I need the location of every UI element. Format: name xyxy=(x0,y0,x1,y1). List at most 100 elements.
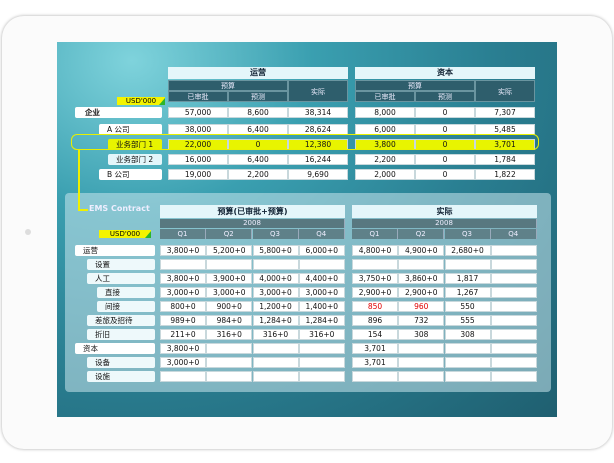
value-cell[interactable]: 4,900+0 xyxy=(398,245,445,256)
value-cell[interactable]: 1,284+0 xyxy=(298,315,345,326)
value-cell[interactable]: 316+0 xyxy=(206,329,253,340)
value-cell[interactable] xyxy=(206,371,253,382)
value-cell[interactable] xyxy=(252,371,299,382)
value-cell[interactable]: 3,000+0 xyxy=(252,287,299,298)
value-cell[interactable] xyxy=(398,259,445,270)
value-cell[interactable]: 1,267 xyxy=(444,287,491,298)
value-cell[interactable]: 4,000+0 xyxy=(252,273,299,284)
value-cell[interactable]: 308 xyxy=(398,329,445,340)
value-cell[interactable]: 308 xyxy=(444,329,491,340)
value-cell[interactable] xyxy=(490,287,537,298)
value-cell[interactable] xyxy=(206,343,253,354)
value-cell[interactable]: 4,400+0 xyxy=(298,273,345,284)
value-cell[interactable]: 550 xyxy=(444,301,491,312)
value-cell[interactable]: 1,400+0 xyxy=(298,301,345,312)
value-cell[interactable] xyxy=(398,343,445,354)
value-cell[interactable]: 9,690 xyxy=(288,169,348,180)
value-cell[interactable]: 3,750+0 xyxy=(352,273,398,284)
value-cell[interactable] xyxy=(444,371,491,382)
value-cell[interactable] xyxy=(352,259,398,270)
value-cell[interactable] xyxy=(298,343,345,354)
value-cell[interactable]: 732 xyxy=(398,315,445,326)
value-cell[interactable] xyxy=(444,259,491,270)
value-cell[interactable]: 4,800+0 xyxy=(352,245,398,256)
value-cell[interactable]: 3,000+0 xyxy=(298,287,345,298)
value-cell[interactable] xyxy=(398,357,445,368)
value-cell[interactable]: 3,800+0 xyxy=(160,273,206,284)
value-cell[interactable] xyxy=(298,357,345,368)
value-cell[interactable]: 8,000 xyxy=(355,107,415,118)
row-label[interactable]: A 公司 xyxy=(99,124,162,135)
value-cell[interactable] xyxy=(490,245,537,256)
value-cell[interactable]: 5,800+0 xyxy=(252,245,299,256)
value-cell[interactable]: 16,000 xyxy=(168,154,228,165)
value-cell[interactable]: 1,822 xyxy=(475,169,535,180)
value-cell[interactable]: 7,307 xyxy=(475,107,535,118)
value-cell[interactable]: 900+0 xyxy=(206,301,253,312)
value-cell[interactable]: 5,200+0 xyxy=(206,245,253,256)
value-cell[interactable] xyxy=(160,371,206,382)
value-cell[interactable]: 19,000 xyxy=(168,169,228,180)
value-cell[interactable]: 989+0 xyxy=(160,315,206,326)
value-cell[interactable]: 6,400 xyxy=(228,154,288,165)
value-cell[interactable]: 3,000+0 xyxy=(206,287,253,298)
value-cell[interactable]: 1,200+0 xyxy=(252,301,299,312)
value-cell[interactable] xyxy=(206,357,253,368)
value-cell[interactable]: 800+0 xyxy=(160,301,206,312)
value-cell[interactable] xyxy=(490,273,537,284)
value-cell[interactable]: 555 xyxy=(444,315,491,326)
value-cell[interactable] xyxy=(298,371,345,382)
value-cell[interactable] xyxy=(206,259,253,270)
value-cell[interactable] xyxy=(252,343,299,354)
row-label[interactable]: B 公司 xyxy=(99,169,162,180)
value-cell[interactable] xyxy=(490,259,537,270)
value-cell[interactable] xyxy=(490,301,537,312)
value-cell[interactable]: 3,800+0 xyxy=(160,343,206,354)
value-cell[interactable] xyxy=(398,371,445,382)
value-cell[interactable] xyxy=(298,259,345,270)
value-cell[interactable] xyxy=(160,259,206,270)
value-cell[interactable]: 38,314 xyxy=(288,107,348,118)
value-cell[interactable]: 316+0 xyxy=(298,329,345,340)
value-cell[interactable]: 2,900+0 xyxy=(352,287,398,298)
value-cell[interactable]: 57,000 xyxy=(168,107,228,118)
value-cell[interactable] xyxy=(490,329,537,340)
row-label[interactable]: 业务部门 1 xyxy=(108,139,162,150)
row-label[interactable]: 企业 xyxy=(75,107,162,118)
value-cell[interactable]: 8,600 xyxy=(228,107,288,118)
home-button[interactable] xyxy=(25,229,31,235)
value-cell[interactable]: 0 xyxy=(415,154,475,165)
value-cell[interactable]: 2,000 xyxy=(355,169,415,180)
value-cell[interactable]: 16,244 xyxy=(288,154,348,165)
value-cell[interactable] xyxy=(490,315,537,326)
value-cell[interactable]: 3,900+0 xyxy=(206,273,253,284)
value-cell[interactable]: 1,784 xyxy=(475,154,535,165)
value-cell[interactable] xyxy=(490,343,537,354)
value-cell[interactable]: 316+0 xyxy=(252,329,299,340)
value-cell[interactable]: 1,284+0 xyxy=(252,315,299,326)
value-cell[interactable]: 3,701 xyxy=(352,343,398,354)
value-cell[interactable]: 2,200 xyxy=(228,169,288,180)
value-cell[interactable]: 3,000+0 xyxy=(160,287,206,298)
value-cell[interactable]: 1,817 xyxy=(444,273,491,284)
value-cell[interactable] xyxy=(352,371,398,382)
value-cell[interactable]: 0 xyxy=(415,107,475,118)
value-cell[interactable]: 2,200 xyxy=(355,154,415,165)
value-cell[interactable]: 3,860+0 xyxy=(398,273,445,284)
value-cell[interactable]: 3,701 xyxy=(352,357,398,368)
row-label[interactable]: 业务部门 2 xyxy=(108,154,162,165)
value-cell[interactable]: 2,680+0 xyxy=(444,245,491,256)
value-cell[interactable]: 2,900+0 xyxy=(398,287,445,298)
value-cell[interactable]: 154 xyxy=(352,329,398,340)
value-cell[interactable]: 3,000+0 xyxy=(160,357,206,368)
value-cell[interactable] xyxy=(444,357,491,368)
value-cell[interactable] xyxy=(490,371,537,382)
value-cell[interactable] xyxy=(252,357,299,368)
value-cell[interactable]: 960 xyxy=(398,301,445,312)
value-cell[interactable]: 6,000+0 xyxy=(298,245,345,256)
value-cell[interactable] xyxy=(490,357,537,368)
value-cell[interactable]: 850 xyxy=(352,301,398,312)
value-cell[interactable]: 3,800+0 xyxy=(160,245,206,256)
value-cell[interactable]: 984+0 xyxy=(206,315,253,326)
value-cell[interactable] xyxy=(444,343,491,354)
